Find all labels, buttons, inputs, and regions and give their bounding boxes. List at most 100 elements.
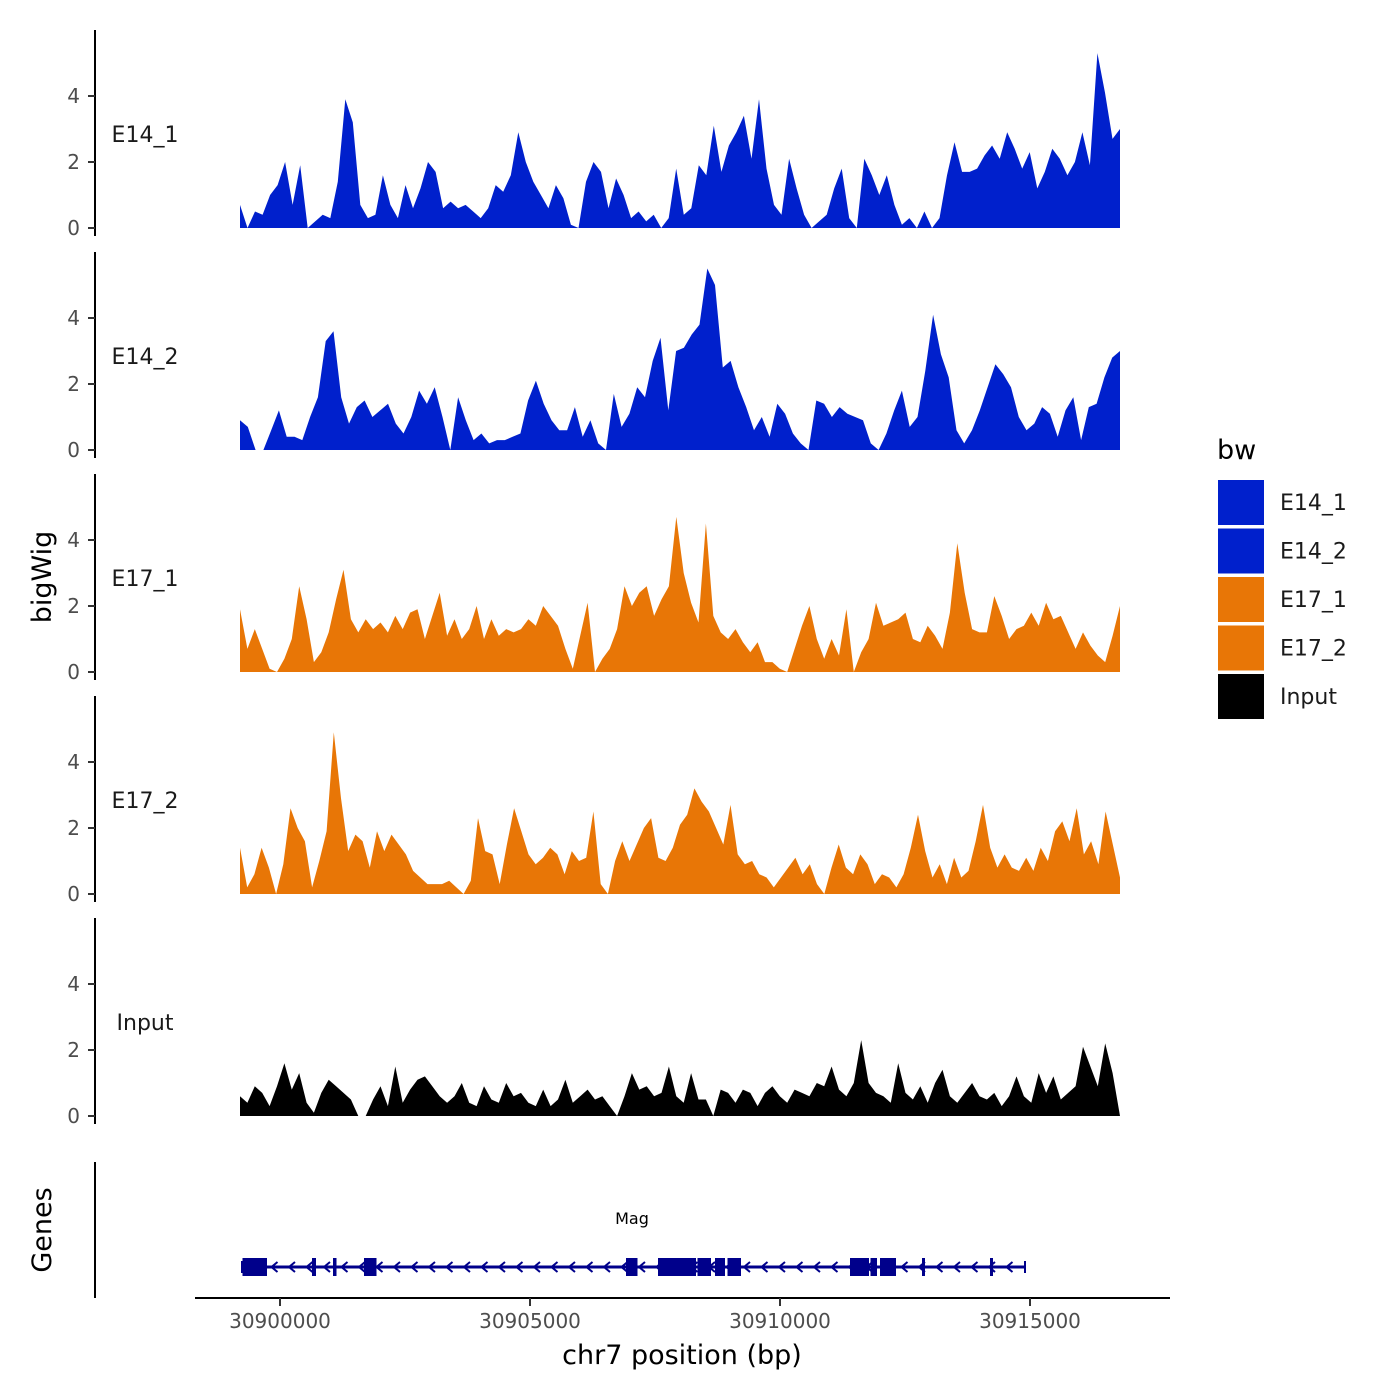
strand-arrow — [584, 1261, 594, 1273]
track-label: E17_2 — [112, 789, 179, 814]
y-tick-label: 4 — [67, 306, 80, 330]
track-label: E17_1 — [112, 567, 179, 592]
gene-exon — [312, 1258, 316, 1276]
strand-arrow — [497, 1261, 506, 1273]
gene-exon — [990, 1258, 993, 1276]
strand-arrow — [899, 1261, 909, 1273]
y-tick-label: 0 — [67, 216, 80, 240]
legend-label: E17_1 — [1280, 588, 1347, 613]
genes-panel: Mag — [94, 1162, 1026, 1298]
legend-swatch — [1218, 674, 1264, 719]
legend-swatch — [1218, 577, 1264, 622]
legend-item-e14-2: E14_2 — [1218, 528, 1347, 574]
track-label: Input — [117, 1011, 174, 1036]
strand-arrow — [287, 1261, 296, 1273]
strand-arrow — [357, 1261, 366, 1273]
y-tick-label: 0 — [67, 1104, 80, 1128]
legend-label: E17_2 — [1280, 637, 1347, 662]
gene-exon — [242, 1258, 267, 1276]
strand-arrow — [427, 1261, 436, 1273]
track-e17-2: 0 2 4 E17_2 — [67, 696, 1120, 906]
track-input: 0 2 4 Input — [67, 918, 1120, 1128]
gene-exon — [364, 1258, 377, 1276]
gene-exon — [727, 1258, 741, 1276]
gene-model-mag — [241, 1258, 1026, 1276]
gene-exon — [850, 1258, 869, 1276]
y-tick-label: 0 — [67, 438, 80, 462]
strand-arrow — [952, 1261, 961, 1273]
x-axis: 30900000 30905000 30910000 30915000 — [195, 1297, 1170, 1333]
y-tick-label: 2 — [67, 372, 80, 396]
strand-arrow — [462, 1261, 471, 1273]
gene-exon — [333, 1258, 337, 1276]
y-tick-label: 0 — [67, 660, 80, 684]
y-tick-label: 0 — [67, 882, 80, 906]
y-axis-title: bigWig — [27, 531, 58, 624]
y-tick-label: 4 — [67, 84, 80, 108]
track-e14-1: 0 2 4 E14_1 — [67, 30, 1120, 240]
strand-arrow — [392, 1261, 401, 1273]
legend-title: bw — [1217, 435, 1256, 466]
strand-arrow — [812, 1261, 821, 1273]
gene-exon — [626, 1258, 638, 1276]
x-tick-label: 30910000 — [729, 1309, 831, 1333]
signal-area-e17-1 — [240, 516, 1120, 672]
strand-arrow — [409, 1261, 419, 1273]
signal-area-e14-2 — [240, 268, 1120, 450]
strand-arrow — [794, 1261, 804, 1273]
legend-swatch — [1218, 480, 1264, 525]
strand-arrow — [269, 1261, 279, 1273]
strand-arrow — [777, 1261, 786, 1273]
gene-exon — [697, 1258, 711, 1276]
legend-item-e17-1: E17_1 — [1218, 577, 1347, 622]
strand-arrow — [742, 1261, 751, 1273]
y-tick-label: 2 — [67, 1038, 80, 1062]
strand-arrow — [759, 1261, 769, 1273]
gene-exon — [658, 1258, 696, 1276]
legend-label: E14_2 — [1280, 540, 1347, 565]
legend-swatch — [1218, 625, 1264, 671]
x-tick-label: 30900000 — [229, 1309, 331, 1333]
legend-label: E14_1 — [1280, 491, 1347, 516]
strand-arrow — [829, 1261, 839, 1273]
signal-area-e17-2 — [240, 732, 1120, 894]
strand-arrow — [322, 1261, 331, 1273]
legend-label: Input — [1280, 685, 1337, 710]
gene-exon — [880, 1258, 896, 1276]
track-e14-2: 0 2 4 E14_2 — [67, 252, 1120, 462]
x-tick-label: 30905000 — [479, 1309, 581, 1333]
track-e17-1: 0 2 4 E17_1 — [67, 474, 1120, 684]
track-label: E14_2 — [112, 345, 179, 370]
gene-exon — [870, 1258, 877, 1276]
genes-axis-title: Genes — [27, 1187, 58, 1272]
strand-arrow — [549, 1261, 559, 1273]
strand-arrow — [934, 1261, 944, 1273]
strand-arrow — [339, 1261, 349, 1273]
strand-arrow — [514, 1261, 524, 1273]
strand-arrow — [532, 1261, 541, 1273]
strand-arrow — [444, 1261, 454, 1273]
strand-arrow — [304, 1261, 314, 1273]
strand-arrow — [969, 1261, 979, 1273]
strand-arrow — [567, 1261, 576, 1273]
x-tick-label: 30915000 — [979, 1309, 1081, 1333]
y-tick-label: 2 — [67, 816, 80, 840]
strand-arrow — [637, 1261, 646, 1273]
strand-arrow — [602, 1261, 611, 1273]
signal-area-input — [240, 1040, 1120, 1116]
strand-arrow — [479, 1261, 489, 1273]
strand-arrow — [619, 1261, 629, 1273]
gene-exon — [922, 1258, 925, 1276]
y-tick-label: 2 — [67, 150, 80, 174]
legend-item-e14-1: E14_1 — [1218, 480, 1347, 525]
y-tick-label: 2 — [67, 594, 80, 618]
track-label: E14_1 — [112, 123, 179, 148]
legend-swatch — [1218, 528, 1264, 574]
legend-item-e17-2: E17_2 — [1218, 625, 1347, 671]
gene-exon — [715, 1258, 725, 1276]
strand-arrow — [1004, 1261, 1014, 1273]
x-axis-title: chr7 position (bp) — [562, 1340, 802, 1371]
gene-name-label: Mag — [615, 1209, 649, 1228]
y-tick-label: 4 — [67, 972, 80, 996]
